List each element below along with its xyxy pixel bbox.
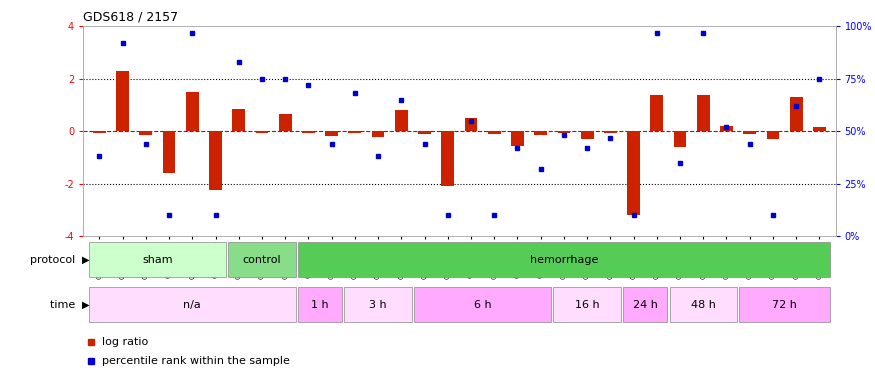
- Bar: [650, 94, 663, 131]
- Text: 16 h: 16 h: [575, 300, 599, 310]
- Bar: [326, 131, 338, 136]
- Bar: [720, 126, 733, 131]
- Bar: [302, 131, 315, 133]
- Text: protocol: protocol: [30, 255, 79, 265]
- Bar: [163, 131, 176, 173]
- Bar: [669, 287, 737, 322]
- Bar: [186, 92, 199, 131]
- Text: control: control: [242, 255, 281, 265]
- Bar: [766, 131, 780, 139]
- Text: hemorrhage: hemorrhage: [529, 255, 598, 265]
- Bar: [418, 131, 430, 134]
- Bar: [345, 287, 412, 322]
- Text: time: time: [50, 300, 79, 310]
- Bar: [581, 131, 593, 139]
- Text: 72 h: 72 h: [772, 300, 797, 310]
- Text: ▶: ▶: [82, 300, 90, 310]
- Bar: [255, 131, 269, 133]
- Bar: [790, 97, 802, 131]
- Text: 24 h: 24 h: [633, 300, 658, 310]
- Text: 48 h: 48 h: [690, 300, 716, 310]
- Bar: [116, 71, 129, 131]
- Bar: [372, 131, 384, 136]
- Bar: [395, 110, 408, 131]
- Text: n/a: n/a: [184, 300, 201, 310]
- Bar: [511, 131, 524, 146]
- Bar: [93, 131, 106, 133]
- Bar: [623, 287, 668, 322]
- Bar: [813, 128, 826, 131]
- Bar: [627, 131, 640, 215]
- Bar: [441, 131, 454, 186]
- Bar: [739, 287, 830, 322]
- Text: 3 h: 3 h: [369, 300, 387, 310]
- Bar: [696, 94, 710, 131]
- Bar: [535, 131, 547, 135]
- Bar: [557, 131, 570, 134]
- Bar: [279, 114, 291, 131]
- Bar: [488, 131, 500, 134]
- Bar: [233, 109, 245, 131]
- Bar: [89, 287, 296, 322]
- Bar: [465, 118, 478, 131]
- Bar: [139, 131, 152, 135]
- Text: 6 h: 6 h: [473, 300, 492, 310]
- Text: GDS618 / 2157: GDS618 / 2157: [83, 11, 178, 24]
- Bar: [348, 131, 361, 133]
- Bar: [674, 131, 686, 147]
- Text: ▶: ▶: [82, 255, 90, 265]
- Bar: [298, 287, 342, 322]
- Text: log ratio: log ratio: [102, 336, 148, 346]
- Bar: [554, 287, 620, 322]
- Bar: [228, 242, 296, 278]
- Bar: [743, 131, 756, 134]
- Text: 1 h: 1 h: [312, 300, 329, 310]
- Bar: [209, 131, 222, 190]
- Bar: [604, 131, 617, 133]
- Text: percentile rank within the sample: percentile rank within the sample: [102, 356, 290, 366]
- Bar: [89, 242, 226, 278]
- Bar: [298, 242, 830, 278]
- Bar: [414, 287, 551, 322]
- Text: sham: sham: [142, 255, 172, 265]
